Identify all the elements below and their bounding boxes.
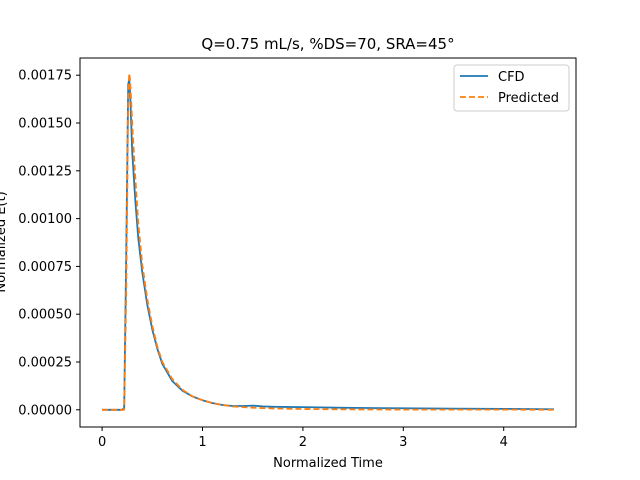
series-line-predicted bbox=[102, 72, 554, 411]
y-tick-label: 0.00050 bbox=[18, 308, 72, 323]
chart-title: Q=0.75 mL/s, %DS=70, SRA=45° bbox=[201, 35, 454, 53]
legend-label-cfd: CFD bbox=[498, 70, 525, 85]
x-tick-label: 4 bbox=[500, 435, 508, 450]
axis-ticks: 0 1 2 3 4 0.00000 0.00025 0.00050 0.00075 0.00100… bbox=[18, 69, 508, 450]
x-tick-label: 2 bbox=[299, 435, 307, 450]
y-axis-label: Normalized E(t) bbox=[0, 191, 9, 292]
y-tick-label: 0.00025 bbox=[18, 355, 72, 370]
x-tick-label: 3 bbox=[399, 435, 407, 450]
x-axis-label: Normalized Time bbox=[273, 456, 383, 471]
y-tick-label: 0.00075 bbox=[18, 260, 72, 275]
y-tick-label: 0.00000 bbox=[18, 403, 72, 418]
y-tick-label: 0.00175 bbox=[18, 69, 72, 84]
x-tick-label: 1 bbox=[198, 435, 206, 450]
legend: CFD Predicted bbox=[453, 64, 570, 112]
y-tick-label: 0.00150 bbox=[18, 117, 72, 132]
legend-label-predicted: Predicted bbox=[498, 91, 559, 106]
axes-frame bbox=[79, 57, 577, 428]
y-tick-label: 0.00100 bbox=[18, 212, 72, 227]
plot-area bbox=[102, 72, 554, 411]
x-tick-label: 0 bbox=[98, 435, 106, 450]
y-tick-label: 0.00125 bbox=[18, 164, 72, 179]
